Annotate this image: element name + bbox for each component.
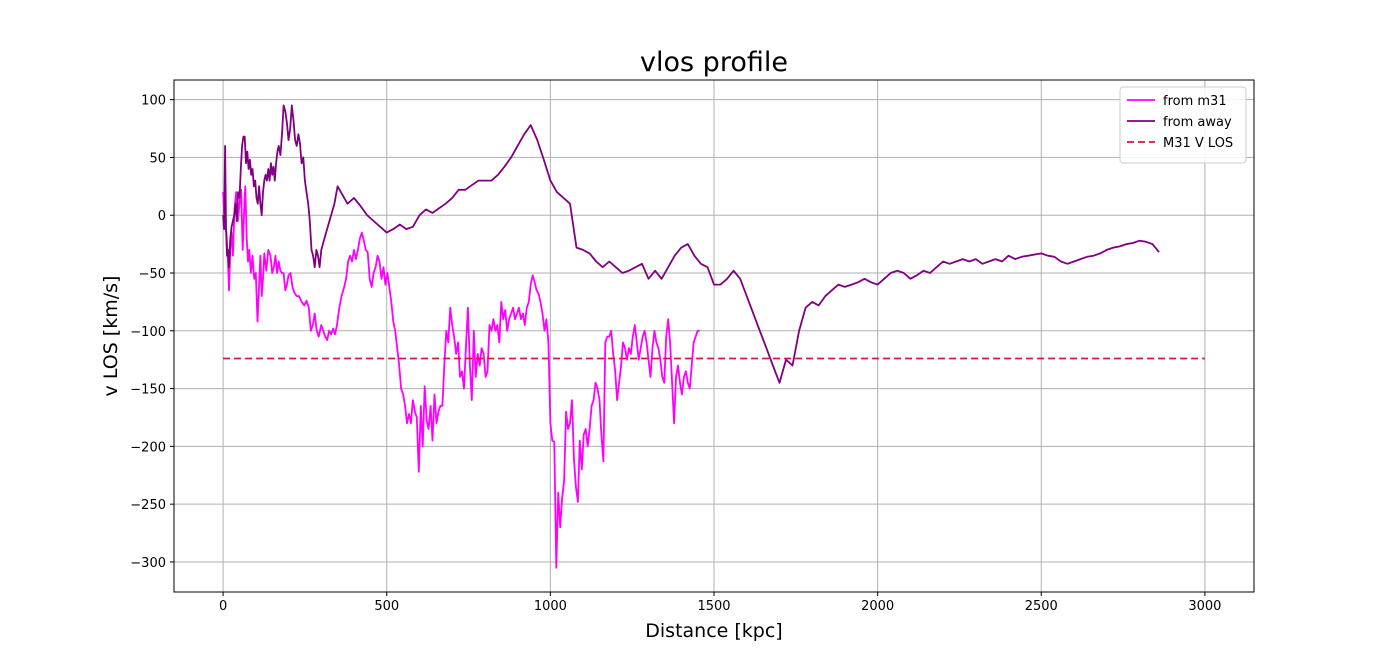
legend-entry-label: M31 V LOS bbox=[1163, 136, 1233, 151]
y-tick-label: −250 bbox=[130, 498, 166, 513]
y-tick-label: −50 bbox=[139, 267, 166, 282]
chart-title: vlos profile bbox=[640, 47, 788, 78]
x-axis-label: Distance [kpc] bbox=[645, 620, 782, 642]
y-tick-label: −300 bbox=[130, 556, 166, 571]
x-tick-label: 0 bbox=[219, 599, 227, 614]
y-tick-label: −100 bbox=[130, 325, 166, 340]
x-tick-label: 1500 bbox=[697, 599, 730, 614]
legend-entry-label: from m31 bbox=[1163, 94, 1227, 109]
ticks: 0 500 1000 1500 2000 2500 3000100500−50−100−15… bbox=[130, 94, 1221, 614]
legend: from m31 from away M31 V LOS bbox=[1119, 86, 1247, 164]
series-line-from-away bbox=[222, 104, 1160, 384]
y-tick-label: −200 bbox=[130, 440, 166, 455]
series-layer bbox=[222, 104, 1205, 569]
x-tick-label: 2000 bbox=[861, 599, 894, 614]
y-tick-label: 100 bbox=[141, 94, 166, 109]
y-tick-label: 50 bbox=[149, 151, 166, 166]
x-tick-label: 2500 bbox=[1025, 599, 1058, 614]
legend-entry-label: from away bbox=[1163, 115, 1232, 130]
legend-box bbox=[1119, 86, 1247, 164]
series-line-from-m31 bbox=[222, 185, 700, 569]
x-tick-label: 1000 bbox=[534, 599, 567, 614]
y-tick-label: −150 bbox=[130, 383, 166, 398]
y-axis-label: v LOS [km/s] bbox=[100, 276, 122, 397]
x-tick-label: 3000 bbox=[1188, 599, 1221, 614]
y-tick-label: 0 bbox=[158, 209, 166, 224]
x-tick-label: 500 bbox=[374, 599, 399, 614]
gridlines bbox=[174, 80, 1254, 592]
